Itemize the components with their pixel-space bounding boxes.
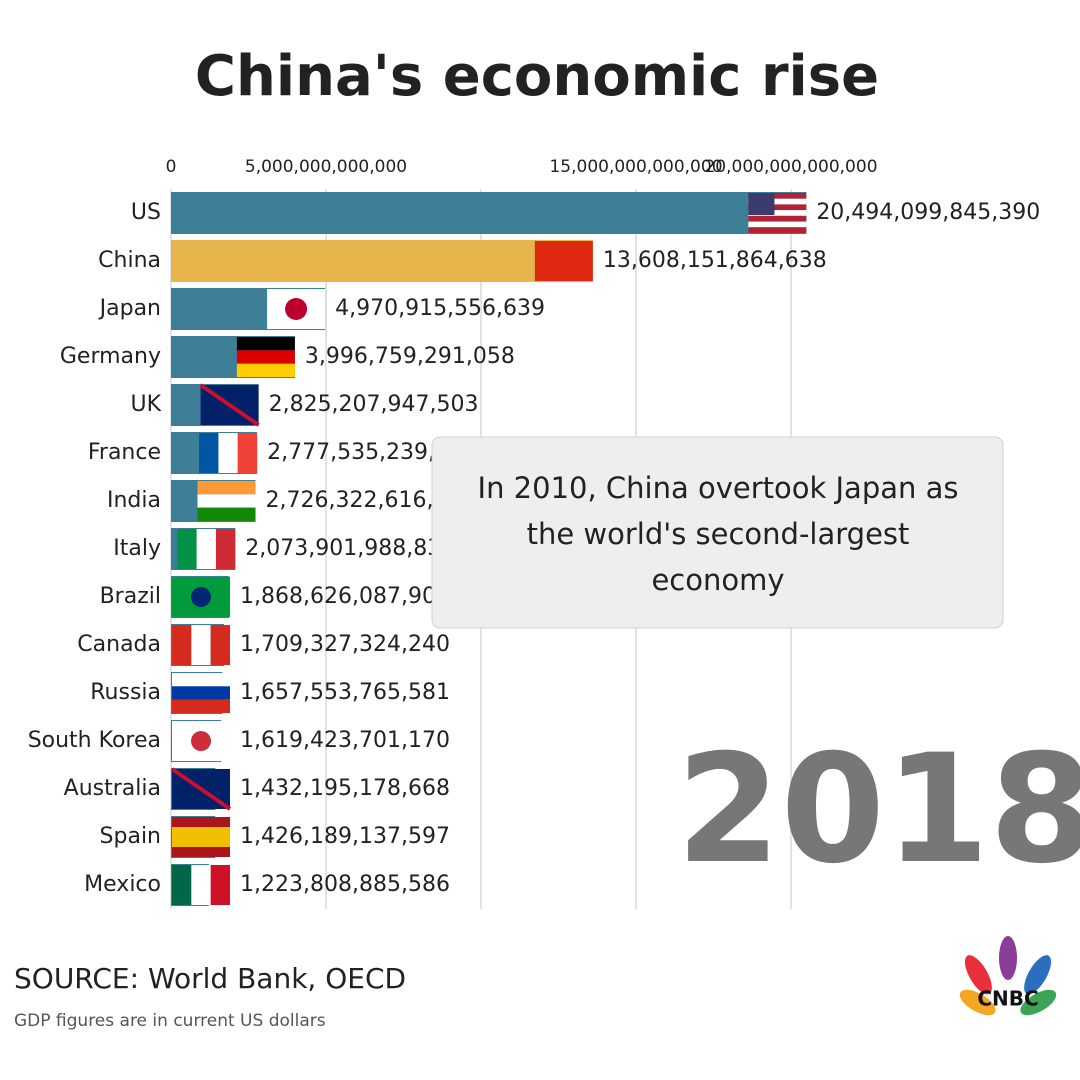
bar (171, 240, 593, 282)
x-tick-label: 15,000,000,000,000 (549, 157, 722, 177)
flag (210, 865, 230, 905)
flag (197, 507, 256, 521)
x-tick-label: 20,000,000,000,000 (704, 157, 877, 177)
y-tick-label: Germany (60, 344, 161, 369)
source: SOURCE: World Bank, OECD (14, 962, 406, 995)
flag (197, 494, 256, 508)
flag (534, 241, 593, 281)
flag (172, 847, 230, 857)
flag (172, 686, 230, 700)
flag (237, 433, 258, 473)
flag (197, 481, 256, 495)
flag (748, 215, 807, 222)
y-tick-label: Spain (100, 824, 161, 849)
y-tick-label: Russia (90, 680, 161, 705)
value-label: 3,996,759,291,058 (305, 344, 515, 369)
flag (215, 529, 236, 569)
flag (285, 298, 308, 320)
bar (171, 192, 807, 234)
annotation-line: the world's second-largest (527, 517, 910, 551)
y-tick-label: France (88, 440, 161, 465)
flag (172, 865, 192, 905)
annotation-line: In 2010, China overtook Japan as (478, 471, 959, 505)
flag (170, 767, 232, 811)
flag (748, 221, 807, 228)
flag (196, 529, 216, 569)
value-label: 1,223,808,885,586 (240, 872, 450, 897)
flag (172, 827, 230, 837)
flag (748, 193, 775, 215)
flag (191, 865, 211, 905)
value-label: 1,657,553,765,581 (240, 680, 450, 705)
value-label: 2,073,901,988,839 (245, 536, 455, 561)
flag (748, 227, 807, 233)
flag (191, 587, 211, 607)
flag (191, 731, 211, 751)
y-tick-label: India (107, 488, 161, 513)
y-tick-label: Australia (64, 776, 161, 801)
note: GDP figures are in current US dollars (14, 1011, 326, 1031)
flag (748, 204, 807, 211)
logo-text: CNBC (977, 987, 1038, 1011)
flag (172, 837, 230, 847)
flag (172, 625, 192, 665)
flag (748, 193, 807, 199)
flag (172, 817, 230, 827)
flag (199, 433, 219, 473)
y-tick-label: Italy (113, 536, 161, 561)
year-label: 2018 (676, 723, 1080, 897)
annotation-line: economy (651, 563, 784, 597)
value-label: 13,608,151,864,638 (603, 248, 827, 273)
logo-peacock (959, 936, 1057, 1016)
chart-title: China's economic rise (195, 44, 879, 109)
flag (218, 433, 238, 473)
flag (191, 625, 211, 665)
value-label: 2,825,207,947,503 (269, 392, 479, 417)
y-tick-label: China (98, 248, 161, 273)
flag (236, 363, 295, 377)
y-tick-label: UK (130, 392, 161, 417)
value-label: 4,970,915,556,639 (335, 296, 545, 321)
bars: US 20,494,099,845,390 China 13,608,151,864,… (28, 192, 1040, 906)
flag (236, 337, 295, 351)
flag (177, 529, 197, 569)
flag (172, 673, 230, 687)
value-label: 1,426,189,137,597 (240, 824, 450, 849)
y-tick-label: Brazil (100, 584, 161, 609)
flag (236, 350, 295, 364)
flag (210, 625, 230, 665)
value-label: 1,709,327,324,240 (240, 632, 450, 657)
flag (748, 198, 807, 205)
value-label: 1,619,423,701,170 (240, 728, 450, 753)
flag (748, 210, 807, 216)
annotation-box (431, 436, 1004, 629)
y-tick-label: Canada (77, 632, 161, 657)
y-tick-label: South Korea (28, 728, 161, 753)
flag (172, 699, 230, 713)
value-label: 20,494,099,845,390 (816, 200, 1040, 225)
x-tick-label: 5,000,000,000,000 (245, 157, 407, 177)
flag (199, 383, 260, 427)
x-tick-label: 0 (166, 157, 177, 177)
value-label: 1,432,195,178,668 (240, 776, 450, 801)
y-tick-label: Japan (98, 296, 161, 321)
y-tick-label: Mexico (84, 872, 161, 897)
value-label: 1,868,626,087,908 (240, 584, 450, 609)
y-tick-label: US (131, 200, 161, 225)
